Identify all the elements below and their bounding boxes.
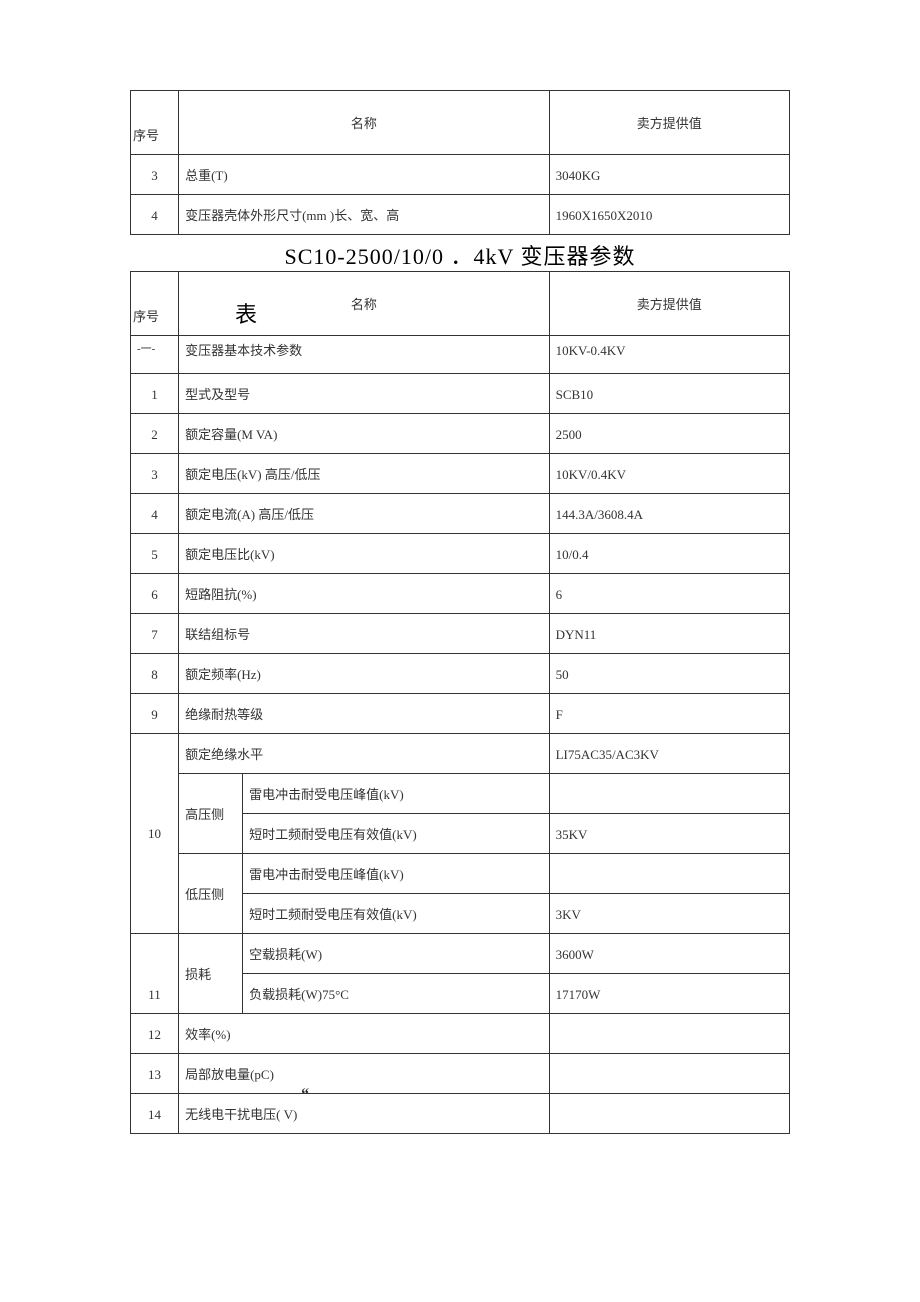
table-header-row: 序号 名称 卖方提供值 — [131, 91, 790, 155]
cell-val: 6 — [549, 574, 789, 614]
cell-sublabel: 低压侧 — [179, 854, 243, 934]
cell-seq: 14 — [131, 1094, 179, 1134]
cell-seq: 10 — [131, 734, 179, 934]
cell-val — [549, 854, 789, 894]
table-row: 2 额定容量(M VA) 2500 — [131, 414, 790, 454]
cell-name: 负载损耗(W)75°C — [243, 974, 549, 1014]
cell-name: 局部放电量(pC) — [179, 1054, 550, 1094]
quote-icon: “ — [301, 1086, 309, 1104]
cell-name: 额定频率(Hz) — [179, 654, 550, 694]
cell-val: 35KV — [549, 814, 789, 854]
table-row: 9 绝缘耐热等级 F — [131, 694, 790, 734]
header-seq: 序号 — [131, 272, 179, 336]
cell-val: LI75AC35/AC3KV — [549, 734, 789, 774]
cell-name-text: 无线电干扰电压( V) — [185, 1107, 297, 1122]
cell-seq: 12 — [131, 1014, 179, 1054]
cell-val: 10KV-0.4KV — [549, 336, 789, 374]
cell-seq: 4 — [131, 195, 179, 235]
cell-name: 总重(T) — [179, 155, 550, 195]
cell-name: 联结组标号 — [179, 614, 550, 654]
cell-name: 额定容量(M VA) — [179, 414, 550, 454]
cell-sublabel: 高压侧 — [179, 774, 243, 854]
cell-val — [549, 1054, 789, 1094]
cell-name: 额定绝缘水平 — [179, 734, 550, 774]
cell-val — [549, 1094, 789, 1134]
header-name: 名称 — [179, 272, 550, 336]
cell-val: 17170W — [549, 974, 789, 1014]
table-row: 3 总重(T) 3040KG — [131, 155, 790, 195]
table-row: 10 额定绝缘水平 LI75AC35/AC3KV — [131, 734, 790, 774]
table-row: -一- 变压器基本技术参数 10KV-0.4KV — [131, 336, 790, 374]
table-row: 8 额定频率(Hz) 50 — [131, 654, 790, 694]
table-row: 3 额定电压(kV) 高压/低压 10KV/0.4KV — [131, 454, 790, 494]
table-row: 14 “ 无线电干扰电压( V) — [131, 1094, 790, 1134]
cell-val: 2500 — [549, 414, 789, 454]
cell-name: 额定电流(A) 高压/低压 — [179, 494, 550, 534]
cell-val: SCB10 — [549, 374, 789, 414]
cell-seq: 5 — [131, 534, 179, 574]
table-row: 6 短路阻抗(%) 6 — [131, 574, 790, 614]
cell-val: 3040KG — [549, 155, 789, 195]
table-row: 12 效率(%) — [131, 1014, 790, 1054]
cell-name: 变压器基本技术参数 — [179, 336, 550, 374]
cell-name: 雷电冲击耐受电压峰值(kV) — [243, 854, 549, 894]
cell-name: 绝缘耐热等级 — [179, 694, 550, 734]
header-val: 卖方提供值 — [549, 272, 789, 336]
cell-name: 短路阻抗(%) — [179, 574, 550, 614]
cell-seq: 2 — [131, 414, 179, 454]
cell-seq: 1 — [131, 374, 179, 414]
table-row: 高压侧 雷电冲击耐受电压峰值(kV) — [131, 774, 790, 814]
table-row: 5 额定电压比(kV) 10/0.4 — [131, 534, 790, 574]
cell-val: 1960X1650X2010 — [549, 195, 789, 235]
cell-val: 144.3A/3608.4A — [549, 494, 789, 534]
cell-val: 10/0.4 — [549, 534, 789, 574]
cell-sublabel: 损耗 — [179, 934, 243, 1014]
cell-name: 型式及型号 — [179, 374, 550, 414]
table-row: 低压侧 雷电冲击耐受电压峰值(kV) — [131, 854, 790, 894]
cell-seq: 3 — [131, 454, 179, 494]
cell-val: F — [549, 694, 789, 734]
page-title: SC10-2500/10/0 ．4kV 变压器参数 — [130, 239, 790, 271]
cell-val — [549, 774, 789, 814]
cell-name: 雷电冲击耐受电压峰值(kV) — [243, 774, 549, 814]
table-main: 序号 名称 卖方提供值 -一- 变压器基本技术参数 10KV-0.4KV 1 型… — [130, 271, 790, 1134]
cell-seq: 4 — [131, 494, 179, 534]
cell-seq: 8 — [131, 654, 179, 694]
header-name: 名称 — [179, 91, 550, 155]
cell-seq: -一- — [131, 336, 179, 374]
cell-val: 3600W — [549, 934, 789, 974]
table-row: 1 型式及型号 SCB10 — [131, 374, 790, 414]
cell-name: “ 无线电干扰电压( V) — [179, 1094, 550, 1134]
cell-seq: 13 — [131, 1054, 179, 1094]
table-top: 序号 名称 卖方提供值 3 总重(T) 3040KG 4 变压器壳体外形尺寸(m… — [130, 90, 790, 235]
table-row: 11 损耗 空载损耗(W) 3600W — [131, 934, 790, 974]
cell-val — [549, 1014, 789, 1054]
table-row: 4 额定电流(A) 高压/低压 144.3A/3608.4A — [131, 494, 790, 534]
cell-val: 50 — [549, 654, 789, 694]
cell-seq: 7 — [131, 614, 179, 654]
cell-val: 3KV — [549, 894, 789, 934]
cell-val: 10KV/0.4KV — [549, 454, 789, 494]
cell-name: 短时工频耐受电压有效值(kV) — [243, 814, 549, 854]
table-row: 13 局部放电量(pC) — [131, 1054, 790, 1094]
header-seq: 序号 — [131, 91, 179, 155]
cell-name: 变压器壳体外形尺寸(mm )长、宽、高 — [179, 195, 550, 235]
cell-name: 短时工频耐受电压有效值(kV) — [243, 894, 549, 934]
cell-name: 额定电压比(kV) — [179, 534, 550, 574]
table-header-row: 序号 名称 卖方提供值 — [131, 272, 790, 336]
cell-seq: 3 — [131, 155, 179, 195]
table-row: 7 联结组标号 DYN11 — [131, 614, 790, 654]
header-val: 卖方提供值 — [549, 91, 789, 155]
table-row: 4 变压器壳体外形尺寸(mm )长、宽、高 1960X1650X2010 — [131, 195, 790, 235]
cell-seq: 11 — [131, 934, 179, 1014]
cell-name: 额定电压(kV) 高压/低压 — [179, 454, 550, 494]
cell-seq: 6 — [131, 574, 179, 614]
cell-name: 效率(%) — [179, 1014, 550, 1054]
cell-val: DYN11 — [549, 614, 789, 654]
cell-seq: 9 — [131, 694, 179, 734]
cell-name: 空载损耗(W) — [243, 934, 549, 974]
